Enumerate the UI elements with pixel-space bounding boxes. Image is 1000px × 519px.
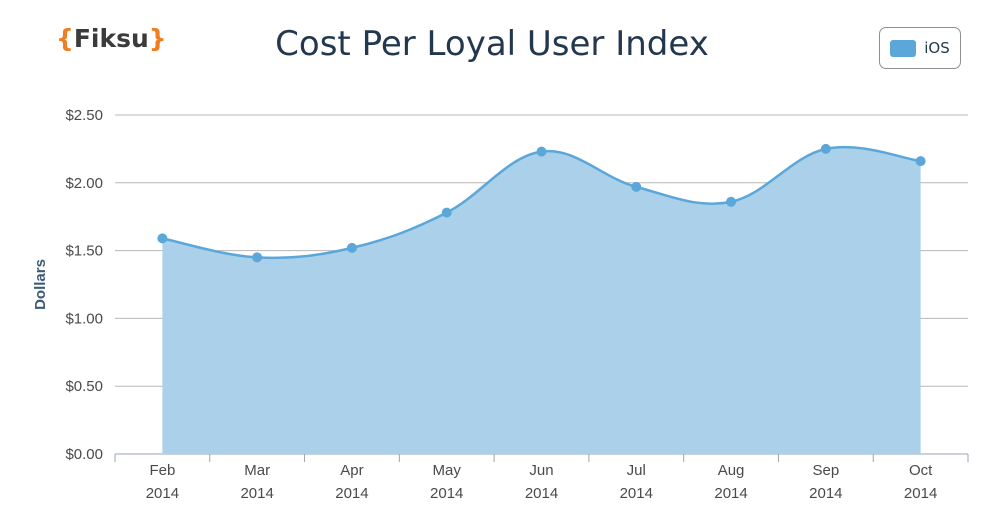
x-tick-label-month: Jun bbox=[529, 462, 553, 479]
y-tick-label: $0.50 bbox=[65, 378, 103, 395]
x-tick-label-year: 2014 bbox=[146, 485, 179, 502]
legend-label-ios: iOS bbox=[924, 39, 950, 57]
data-point-ios bbox=[252, 252, 263, 263]
x-tick-label-year: 2014 bbox=[335, 485, 368, 502]
logo-open-brace: { bbox=[56, 24, 74, 53]
x-tick-label-month: Sep bbox=[812, 462, 839, 479]
x-tick-label-month: Jul bbox=[627, 462, 646, 479]
data-point-ios bbox=[346, 242, 357, 253]
data-point-ios bbox=[820, 143, 831, 154]
fiksu-logo: {Fiksu} bbox=[56, 24, 167, 53]
data-point-ios bbox=[915, 156, 926, 167]
x-tick-label-year: 2014 bbox=[430, 485, 463, 502]
y-axis-label: Dollars bbox=[32, 259, 49, 310]
x-tick-label-year: 2014 bbox=[620, 485, 653, 502]
logo-text: Fiksu bbox=[73, 24, 149, 53]
y-tick-label: $1.50 bbox=[65, 243, 103, 260]
data-point-ios bbox=[726, 196, 737, 207]
x-tick-label-month: Aug bbox=[718, 462, 745, 479]
data-point-ios bbox=[536, 146, 547, 157]
legend-item-ios[interactable]: iOS bbox=[879, 27, 961, 69]
x-tick-label-month: Feb bbox=[149, 462, 175, 479]
x-tick-label-month: Apr bbox=[340, 462, 363, 479]
logo-close-brace: } bbox=[148, 24, 167, 53]
x-tick-label-year: 2014 bbox=[240, 485, 273, 502]
x-tick-label-year: 2014 bbox=[714, 485, 747, 502]
x-tick-label-year: 2014 bbox=[525, 485, 558, 502]
y-tick-label: $2.00 bbox=[65, 175, 103, 192]
legend-swatch-ios bbox=[890, 39, 917, 57]
x-tick-label-year: 2014 bbox=[809, 485, 842, 502]
y-tick-label: $1.00 bbox=[65, 310, 103, 327]
data-point-ios bbox=[441, 207, 452, 218]
series-area-ios bbox=[162, 147, 921, 454]
x-tick-label-month: May bbox=[433, 462, 462, 479]
x-tick-label-year: 2014 bbox=[904, 485, 937, 502]
chart-title: Cost Per Loyal User Index bbox=[275, 24, 709, 64]
x-tick-label-month: Oct bbox=[909, 462, 933, 479]
y-tick-label: $0.00 bbox=[65, 446, 103, 463]
data-point-ios bbox=[157, 233, 168, 244]
x-tick-label-month: Mar bbox=[244, 462, 270, 479]
y-tick-label: $2.50 bbox=[65, 107, 103, 124]
data-point-ios bbox=[631, 181, 642, 192]
